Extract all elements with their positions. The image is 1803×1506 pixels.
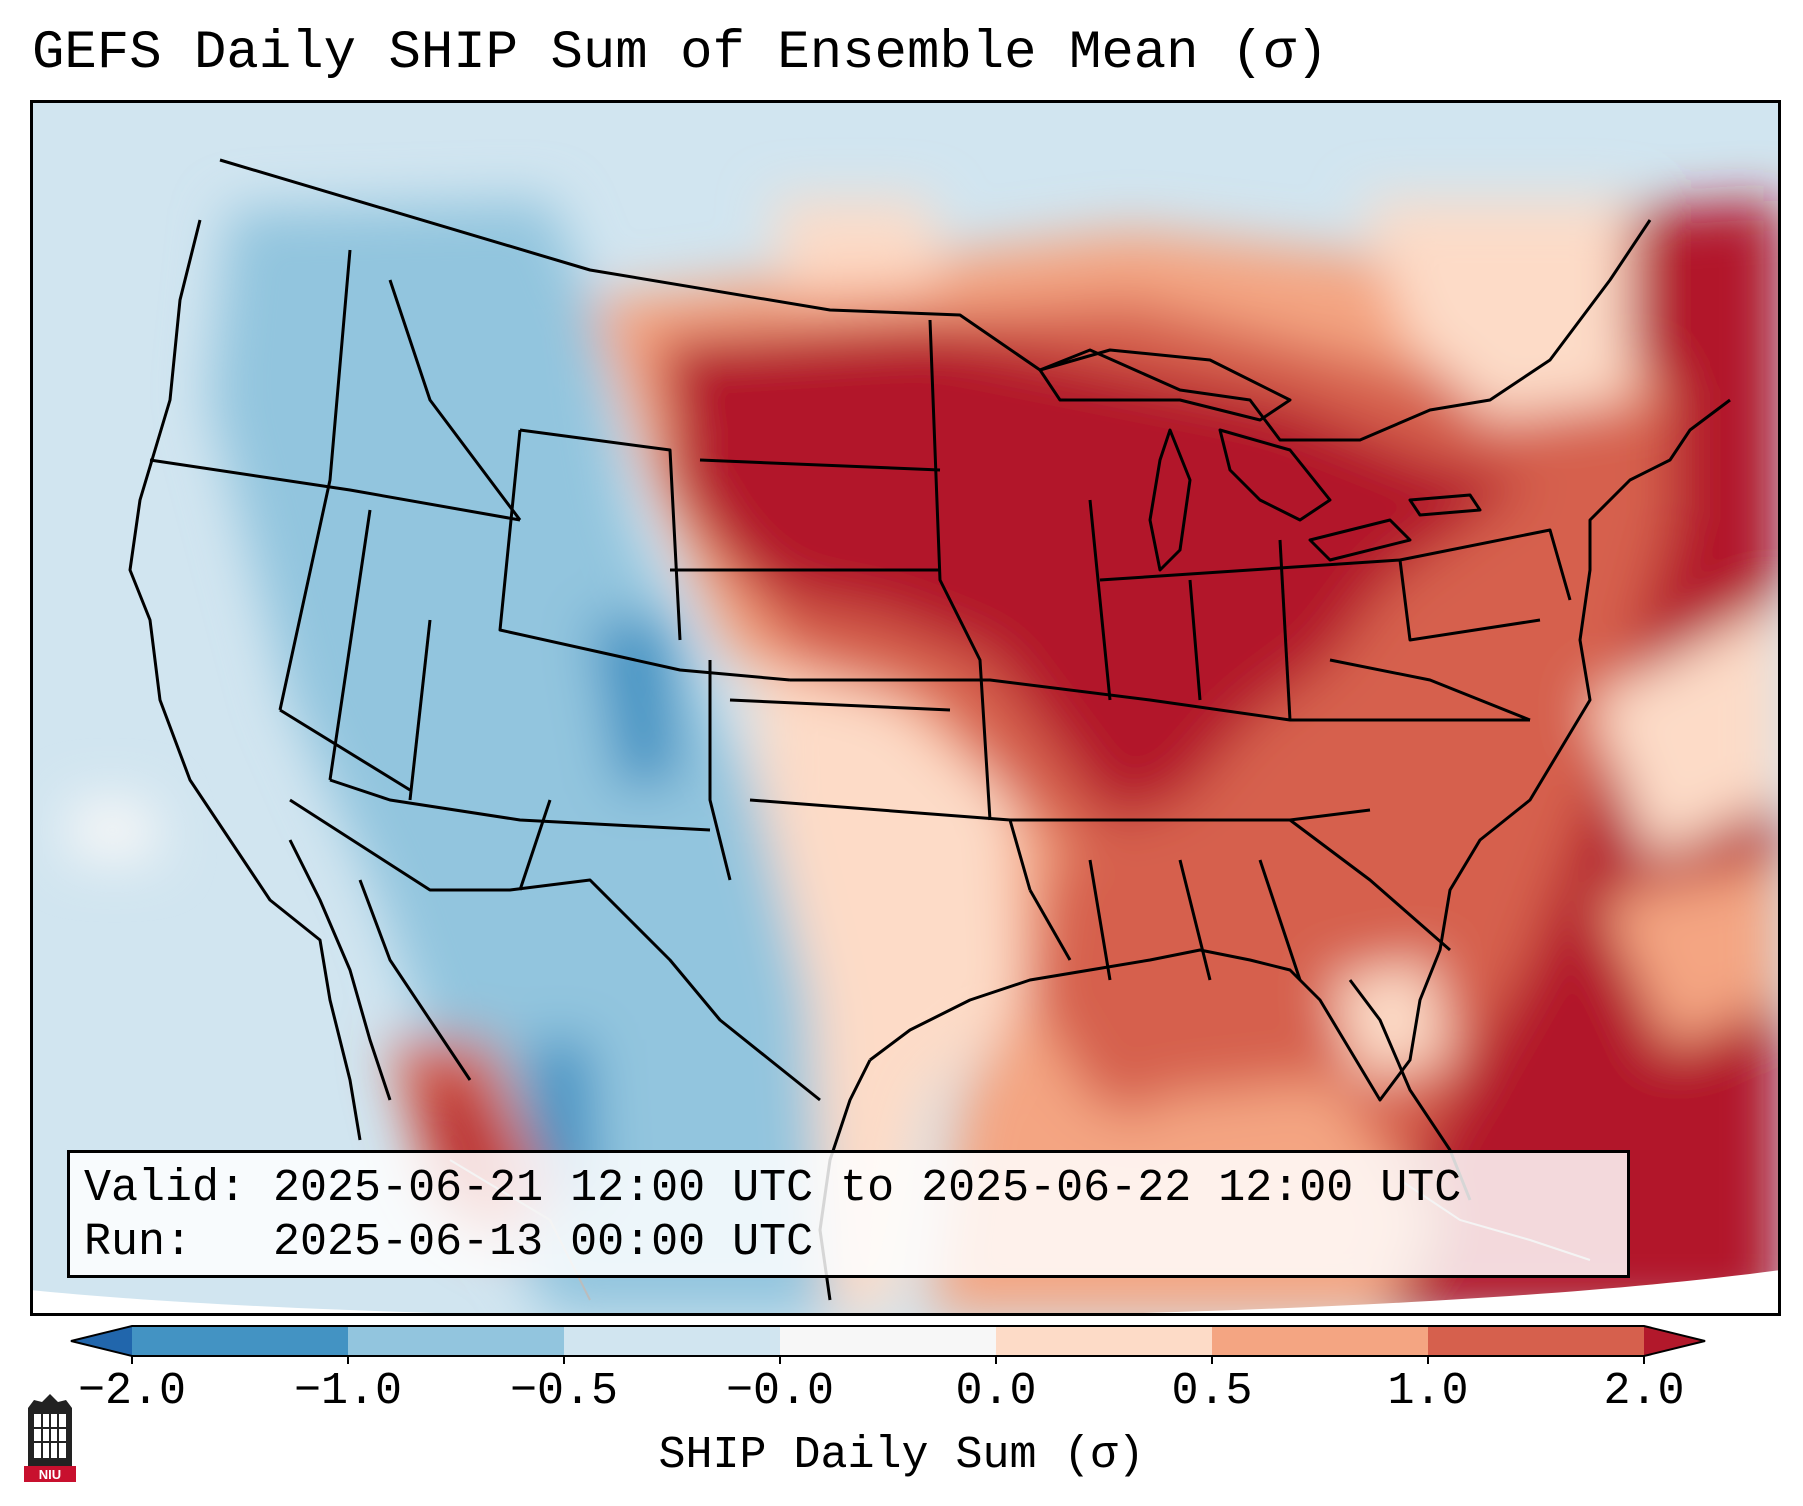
gulf-coast <box>869 398 1731 1102</box>
colorbar-label: SHIP Daily Sum (σ) <box>658 1430 1145 1481</box>
valid-label: Valid: <box>84 1163 247 1214</box>
west-coast <box>128 219 362 1141</box>
colorbar-extend-high <box>1644 1326 1706 1356</box>
lake-huron <box>1218 428 1332 522</box>
canada-border <box>219 158 1652 442</box>
colorbar-band <box>780 1326 996 1356</box>
map-frame <box>30 100 1781 1316</box>
colorbar-tick-label: 2.0 <box>1603 1366 1685 1417</box>
colorbar <box>70 1325 1706 1364</box>
lake-erie <box>1308 518 1412 562</box>
colorbar-tick-label: −0.5 <box>509 1366 619 1417</box>
valid-line: Valid: 2025-06-21 12:00 UTC to 2025-06-2… <box>84 1163 1461 1215</box>
colorbar-band <box>996 1326 1212 1356</box>
colorbar-tick-label: 1.0 <box>1387 1366 1469 1417</box>
anomaly-field <box>70 200 1781 1316</box>
colorbar-band <box>1428 1326 1644 1356</box>
run-value: 2025-06-13 00:00 UTC <box>273 1217 814 1268</box>
colorbar-extend-low <box>70 1326 132 1356</box>
lake-ontario <box>1408 493 1482 517</box>
colorbar-band <box>1212 1326 1428 1356</box>
colorbar-band <box>132 1326 348 1356</box>
colorbar-tick-label: −2.0 <box>77 1366 187 1417</box>
map-title: GEFS Daily SHIP Sum of Ensemble Mean (σ) <box>32 23 1329 84</box>
colorbar-band <box>564 1326 780 1356</box>
run-label: Run: <box>84 1217 193 1268</box>
valid-run-box: Valid: 2025-06-21 12:00 UTC to 2025-06-2… <box>67 1150 1630 1278</box>
baja-california <box>288 839 392 1101</box>
run-line: Run: 2025-06-13 00:00 UTC <box>84 1217 813 1269</box>
mexico-border <box>289 798 821 1102</box>
lake-superior <box>1038 348 1292 422</box>
niu-tower-icon <box>24 1394 76 1482</box>
colorbar-band <box>348 1326 564 1356</box>
colorbar-tick-label: 0.0 <box>955 1366 1037 1417</box>
valid-value: 2025-06-21 12:00 UTC to 2025-06-22 12:00… <box>273 1163 1462 1214</box>
niu-logo-text: NIU <box>38 1467 62 1482</box>
ship-anomaly-map <box>30 100 1781 1316</box>
niu-logo: NIU <box>22 1392 78 1484</box>
boundaries <box>128 158 1731 1301</box>
colorbar-tick-label: −1.0 <box>293 1366 403 1417</box>
colorbar-tick-label: 0.5 <box>1171 1366 1253 1417</box>
lake-michigan <box>1148 428 1192 572</box>
colorbar-tick-label: −0.0 <box>725 1366 835 1417</box>
